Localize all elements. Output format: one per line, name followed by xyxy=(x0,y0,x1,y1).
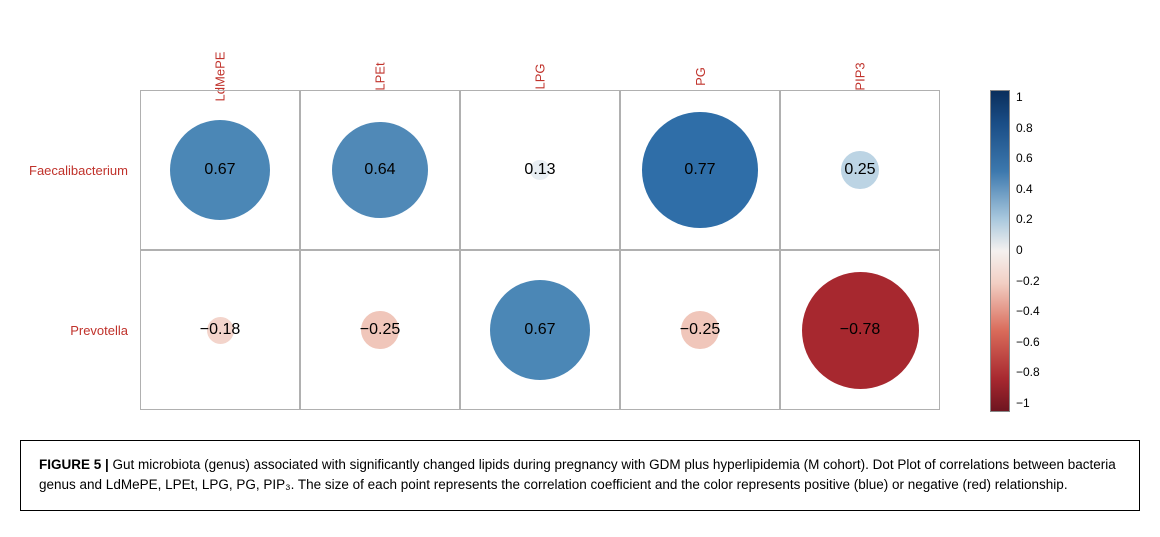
colorbar-tick: −0.8 xyxy=(1016,365,1040,379)
correlation-dot xyxy=(681,311,719,349)
row-label: Prevotella xyxy=(20,323,140,338)
colorbar-ticks: 1 0.8 0.6 0.4 0.2 0 −0.2 −0.4 −0.6 −0.8 −1 xyxy=(1016,90,1040,410)
colorbar-tick: 0.8 xyxy=(1016,121,1040,135)
figure-container: LdMePELPEtLPGPGPIP3 Faecalibacterium0.67… xyxy=(20,20,1140,511)
colorbar-tick: −1 xyxy=(1016,396,1040,410)
grid-cell: −0.18 xyxy=(140,250,300,410)
grid-row: Prevotella−0.18−0.250.67−0.25−0.78 xyxy=(20,250,940,410)
column-label-text: LPG xyxy=(532,63,547,89)
plot-area: LdMePELPEtLPGPGPIP3 Faecalibacterium0.67… xyxy=(20,20,1140,410)
column-labels: LdMePE LPEt LPG PG PIP3 xyxy=(140,20,940,90)
figure-caption: FIGURE 5 | Gut microbiota (genus) associ… xyxy=(20,440,1140,511)
grid-cell: 0.25 xyxy=(780,90,940,250)
colorbar-tick: 0.6 xyxy=(1016,151,1040,165)
colorbar-container: 1 0.8 0.6 0.4 0.2 0 −0.2 −0.4 −0.6 −0.8 −1 xyxy=(990,90,1040,410)
correlation-dot xyxy=(802,272,919,389)
column-label-text: LPEt xyxy=(373,62,388,90)
grid-cell: −0.25 xyxy=(620,250,780,410)
grid-cell: −0.78 xyxy=(780,250,940,410)
column-label: PIP3 xyxy=(780,20,940,90)
correlation-dot xyxy=(642,112,758,228)
colorbar-tick: 0.2 xyxy=(1016,212,1040,226)
column-label-text: PG xyxy=(692,67,707,86)
correlation-dot xyxy=(361,311,399,349)
correlation-dot xyxy=(207,317,234,344)
grid-cell: 0.13 xyxy=(460,90,620,250)
correlation-dot xyxy=(841,151,879,189)
grid-cell: −0.25 xyxy=(300,250,460,410)
colorbar-gradient xyxy=(990,90,1010,412)
chart-block: LdMePELPEtLPGPGPIP3 Faecalibacterium0.67… xyxy=(20,20,940,410)
column-label: LPG xyxy=(460,20,620,90)
grid-row: Faecalibacterium0.670.640.130.770.25 xyxy=(20,90,940,250)
correlation-dot xyxy=(530,160,550,180)
grid-cell: 0.64 xyxy=(300,90,460,250)
column-label: LdMePE xyxy=(140,20,300,90)
colorbar-tick: 1 xyxy=(1016,90,1040,104)
caption-text: Gut microbiota (genus) associated with s… xyxy=(39,457,1116,492)
colorbar-tick: 0 xyxy=(1016,243,1040,257)
colorbar-tick: 0.4 xyxy=(1016,182,1040,196)
column-label-text: PIP3 xyxy=(853,62,868,90)
grid-cell: 0.67 xyxy=(460,250,620,410)
correlation-dot xyxy=(332,122,428,218)
correlation-dot xyxy=(170,120,271,221)
colorbar-tick: −0.4 xyxy=(1016,304,1040,318)
grid-cell: 0.67 xyxy=(140,90,300,250)
grid-cell: 0.77 xyxy=(620,90,780,250)
colorbar-tick: −0.6 xyxy=(1016,335,1040,349)
correlation-grid: Faecalibacterium0.670.640.130.770.25Prev… xyxy=(20,90,940,410)
correlation-dot xyxy=(490,280,591,381)
column-label: PG xyxy=(620,20,780,90)
colorbar-tick: −0.2 xyxy=(1016,274,1040,288)
row-label: Faecalibacterium xyxy=(20,163,140,178)
caption-label: FIGURE 5 | xyxy=(39,457,113,472)
column-label: LPEt xyxy=(300,20,460,90)
